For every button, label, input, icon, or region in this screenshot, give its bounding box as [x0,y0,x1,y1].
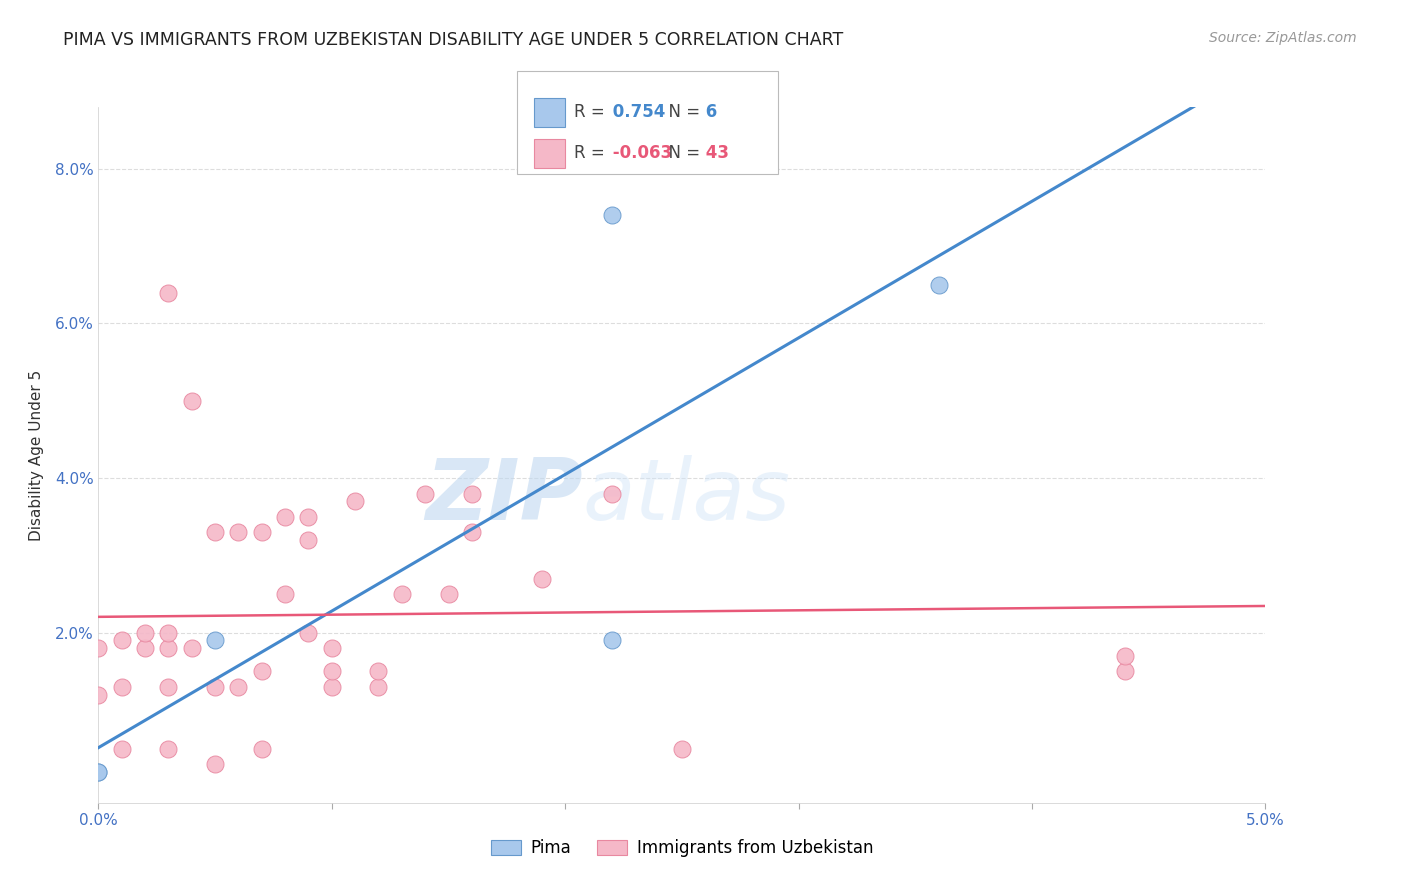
Text: 43: 43 [700,145,730,162]
Text: PIMA VS IMMIGRANTS FROM UZBEKISTAN DISABILITY AGE UNDER 5 CORRELATION CHART: PIMA VS IMMIGRANTS FROM UZBEKISTAN DISAB… [63,31,844,49]
Point [391,587,413,601]
Text: N =: N = [658,103,700,121]
Point [297,625,319,640]
Point [180,393,202,408]
Point [134,625,156,640]
Text: -0.063: -0.063 [607,145,672,162]
Point [461,525,484,540]
Point [157,741,180,756]
Point [134,641,156,656]
Point [274,587,297,601]
Point [297,509,319,524]
Point [157,680,180,694]
Point [321,665,343,679]
Point [87,641,110,656]
Point [87,764,110,779]
Text: R =: R = [574,103,605,121]
Point [600,486,623,500]
Point [671,741,693,756]
Text: 6: 6 [700,103,717,121]
Text: N =: N = [658,145,700,162]
Point [367,665,389,679]
Point [157,625,180,640]
Text: Source: ZipAtlas.com: Source: ZipAtlas.com [1209,31,1357,45]
Point [204,525,226,540]
Point [157,285,180,300]
Point [157,641,180,656]
Text: R =: R = [574,145,605,162]
Point [344,494,367,508]
Point [367,680,389,694]
Point [437,587,460,601]
Point [321,641,343,656]
Point [530,572,553,586]
Point [1114,665,1136,679]
Text: 0.754: 0.754 [607,103,666,121]
Point [228,525,250,540]
Text: atlas: atlas [582,455,790,538]
Point [461,486,484,500]
Text: ZIP: ZIP [425,455,582,538]
Point [228,680,250,694]
Y-axis label: Disability Age Under 5: Disability Age Under 5 [28,369,44,541]
Point [928,277,950,292]
Point [87,688,110,702]
Legend: Pima, Immigrants from Uzbekistan: Pima, Immigrants from Uzbekistan [484,833,880,864]
Point [204,680,226,694]
Point [250,665,273,679]
Point [204,757,226,772]
Point [413,486,436,500]
Point [111,741,134,756]
Point [297,533,319,547]
Point [600,208,623,222]
Point [87,764,110,779]
Point [321,680,343,694]
Point [600,633,623,648]
Point [250,741,273,756]
Point [204,633,226,648]
Point [250,525,273,540]
Point [111,680,134,694]
Point [111,633,134,648]
Point [1114,648,1136,663]
Point [180,641,202,656]
Point [274,509,297,524]
